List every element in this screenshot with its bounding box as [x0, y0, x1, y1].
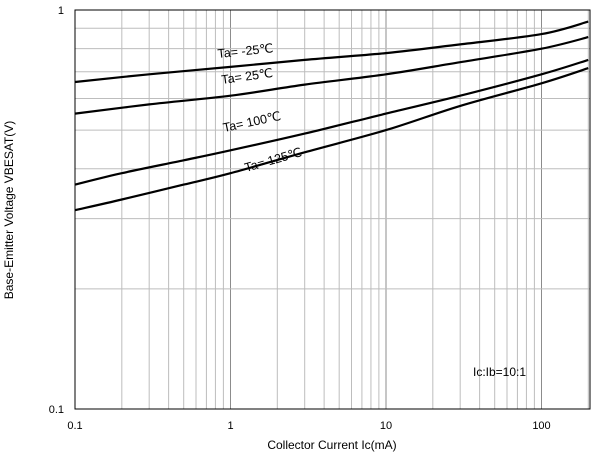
y-axis-title: Base-Emitter Voltage VBESAT(V) — [2, 121, 16, 300]
x-tick-label: 0.1 — [67, 420, 82, 432]
y-tick-label: 0.1 — [49, 404, 64, 416]
series-label: Ta= -25℃ — [217, 41, 274, 61]
grid-lines — [75, 10, 590, 409]
series-label: Ta= 125℃ — [243, 145, 303, 175]
series-group — [74, 20, 589, 212]
series-line — [74, 67, 589, 212]
x-axis-title: Collector Current Ic(mA) — [267, 438, 396, 452]
x-tick-label: 1 — [227, 420, 233, 432]
series-label: Ta= 25℃ — [220, 66, 273, 87]
plot-frame — [74, 9, 591, 410]
tick-labels-group: 0.1 1 10 100 0.1 1 — [49, 5, 551, 432]
x-tick-label: 10 — [380, 420, 392, 432]
series-line — [74, 58, 589, 186]
x-tick-label: 100 — [532, 420, 550, 432]
y-tick-label: 1 — [58, 5, 64, 17]
series-line — [74, 36, 589, 115]
series-line — [74, 20, 589, 84]
ratio-annotation: Ic:Ib=10:1 — [473, 365, 526, 379]
